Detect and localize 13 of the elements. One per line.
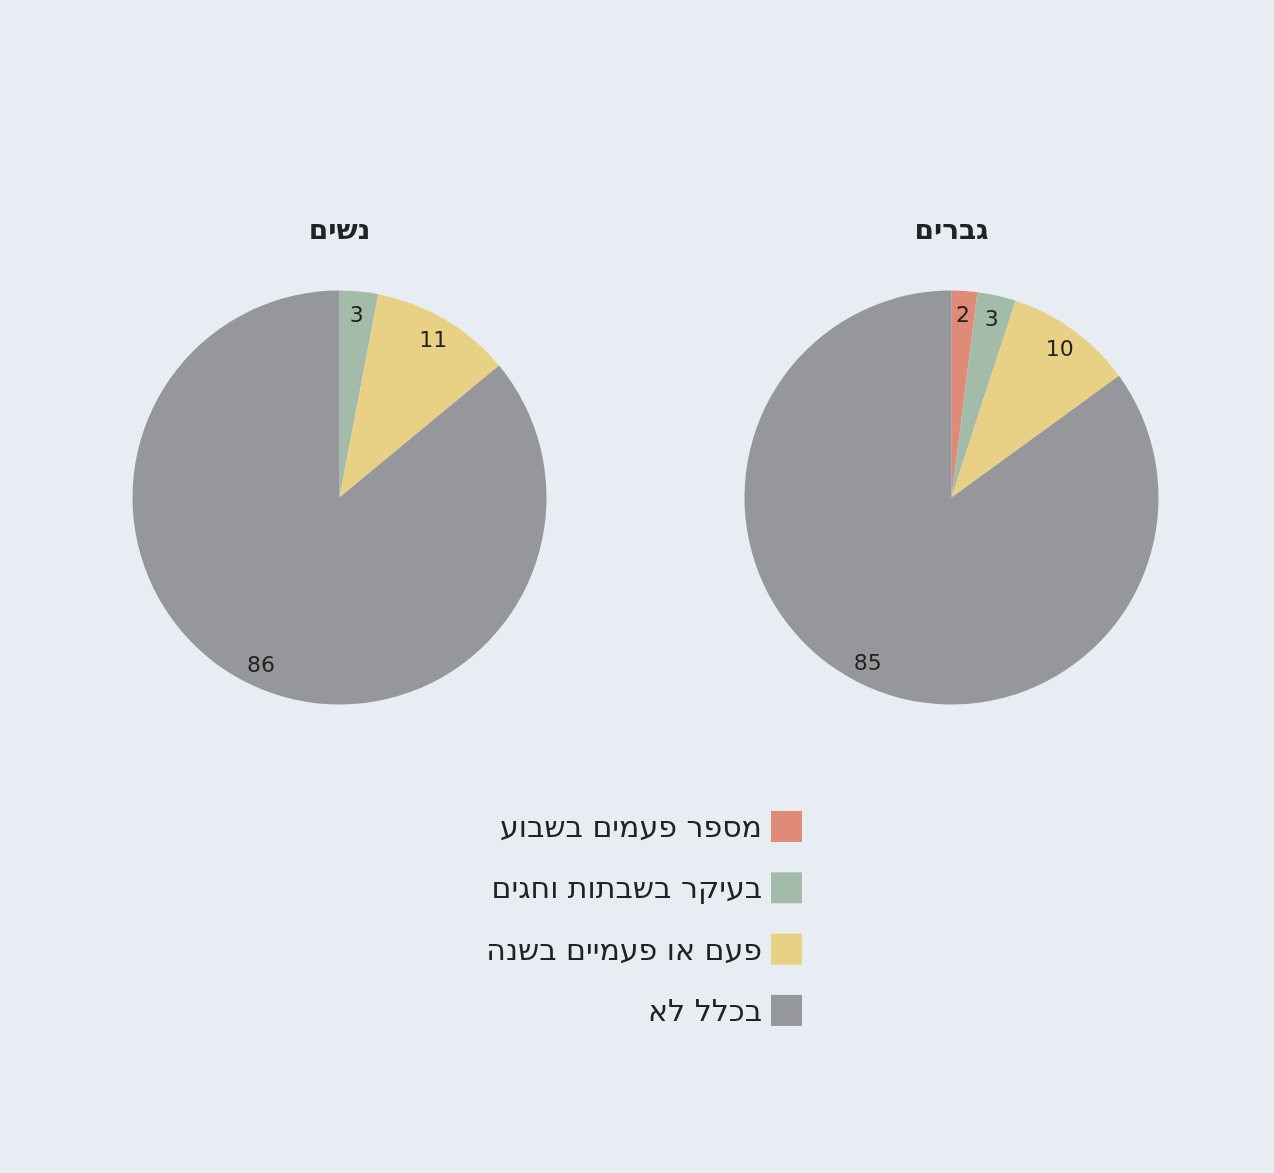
data-label: 85 [853, 649, 882, 675]
data-label: 86 [247, 652, 276, 678]
data-label: 10 [1045, 336, 1074, 362]
data-label: 2 [956, 301, 971, 327]
legend-label: בכלל לא [648, 992, 762, 1028]
chart-title: גברים [914, 212, 989, 246]
data-label: 11 [419, 326, 448, 352]
data-label: 3 [349, 302, 364, 328]
legend-label: פעם או פעמיים בשנה [486, 931, 762, 967]
legend-label: מספר פעמים בשבוע [500, 809, 763, 844]
legend-label: בעיקר בשבתות וחגים [491, 870, 763, 906]
data-label: 3 [984, 305, 999, 331]
chart-title: נשים [308, 212, 371, 246]
